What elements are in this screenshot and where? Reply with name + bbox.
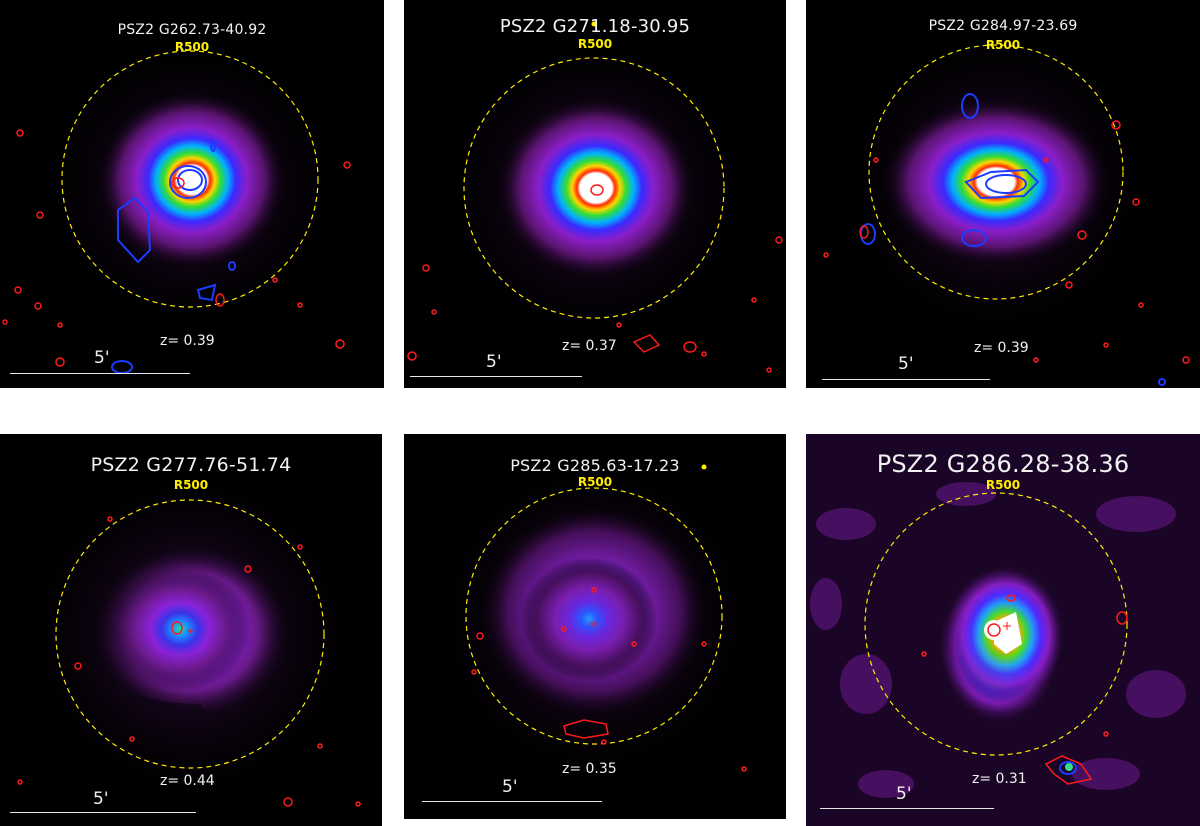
scale-bar-label: 5' (502, 777, 518, 797)
r500-circle (465, 487, 723, 745)
scale-bar-label: 5' (93, 789, 109, 809)
noise-blobs (810, 482, 1186, 798)
radio-contours-red (2, 129, 351, 367)
scale-bar-label: 5' (898, 354, 914, 374)
radio-contours-red (17, 516, 361, 807)
redshift-label: z= 0.31 (972, 771, 1027, 787)
r500-label: R500 (985, 478, 1021, 492)
panel-title: PSZ2 G271.18-30.95 (499, 16, 691, 37)
xray-image (407, 21, 783, 373)
r500-circle (55, 499, 325, 769)
panel-title: PSZ2 G277.76-51.74 (90, 454, 292, 476)
xray-image (2, 35, 351, 374)
scale-bar-label: 5' (896, 784, 912, 804)
scale-bar (822, 379, 990, 380)
radio-contours-red (823, 120, 1190, 364)
r500-label: R500 (173, 478, 209, 492)
panel-title: PSZ2 G286.28-38.36 (876, 450, 1130, 478)
radio-contours-red (407, 184, 783, 373)
xray-image (15, 459, 365, 809)
redshift-label: z= 0.44 (160, 773, 215, 789)
cluster-panel-6: PSZ2 G286.28-38.36 R500 z= 0.31 5' (806, 434, 1200, 826)
scale-bar (10, 812, 196, 813)
r500-label: R500 (577, 37, 613, 51)
scale-bar (820, 808, 994, 809)
redshift-label: z= 0.37 (562, 338, 617, 354)
cluster-panel-2: PSZ2 G271.18-30.95 R500 z= 0.37 5' (404, 0, 786, 388)
radio-contours-blue (111, 140, 236, 374)
scale-bar-label: 5' (486, 352, 502, 372)
scale-bar (422, 801, 602, 802)
radio-contours-red (471, 587, 747, 772)
cluster-panel-1: PSZ2 G262.73-40.92 R500 z= 0.39 5' (0, 0, 384, 388)
xray-image (823, 25, 1190, 386)
scale-bar (10, 373, 190, 374)
redshift-label: z= 0.35 (562, 761, 617, 777)
redshift-label: z= 0.39 (974, 340, 1029, 356)
r500-circle (61, 50, 319, 308)
cluster-panel-5: PSZ2 G285.63-17.23 R500 z= 0.35 5' (404, 434, 786, 819)
r500-circle (864, 492, 1128, 756)
r500-label: R500 (174, 40, 210, 54)
panel-title: PSZ2 G262.73-40.92 (117, 22, 267, 38)
r500-circle (463, 57, 725, 319)
r500-label: R500 (985, 38, 1021, 52)
r500-circle (868, 44, 1124, 300)
radio-contours-red (921, 594, 1128, 785)
scale-bar-label: 5' (94, 348, 110, 368)
panel-title: PSZ2 G284.97-23.69 (928, 18, 1078, 34)
scale-bar (410, 376, 582, 377)
xray-image (806, 434, 1200, 826)
cluster-panel-4: PSZ2 G277.76-51.74 R500 z= 0.44 5' (0, 434, 382, 826)
radio-contours-blue (1059, 761, 1077, 775)
panel-title: PSZ2 G285.63-17.23 (510, 456, 680, 475)
radio-contours-blue (860, 93, 1166, 386)
cluster-panel-3: PSZ2 G284.97-23.69 R500 z= 0.39 5' (806, 0, 1200, 388)
redshift-label: z= 0.39 (160, 333, 215, 349)
r500-label: R500 (577, 475, 613, 489)
xray-image (424, 449, 764, 789)
